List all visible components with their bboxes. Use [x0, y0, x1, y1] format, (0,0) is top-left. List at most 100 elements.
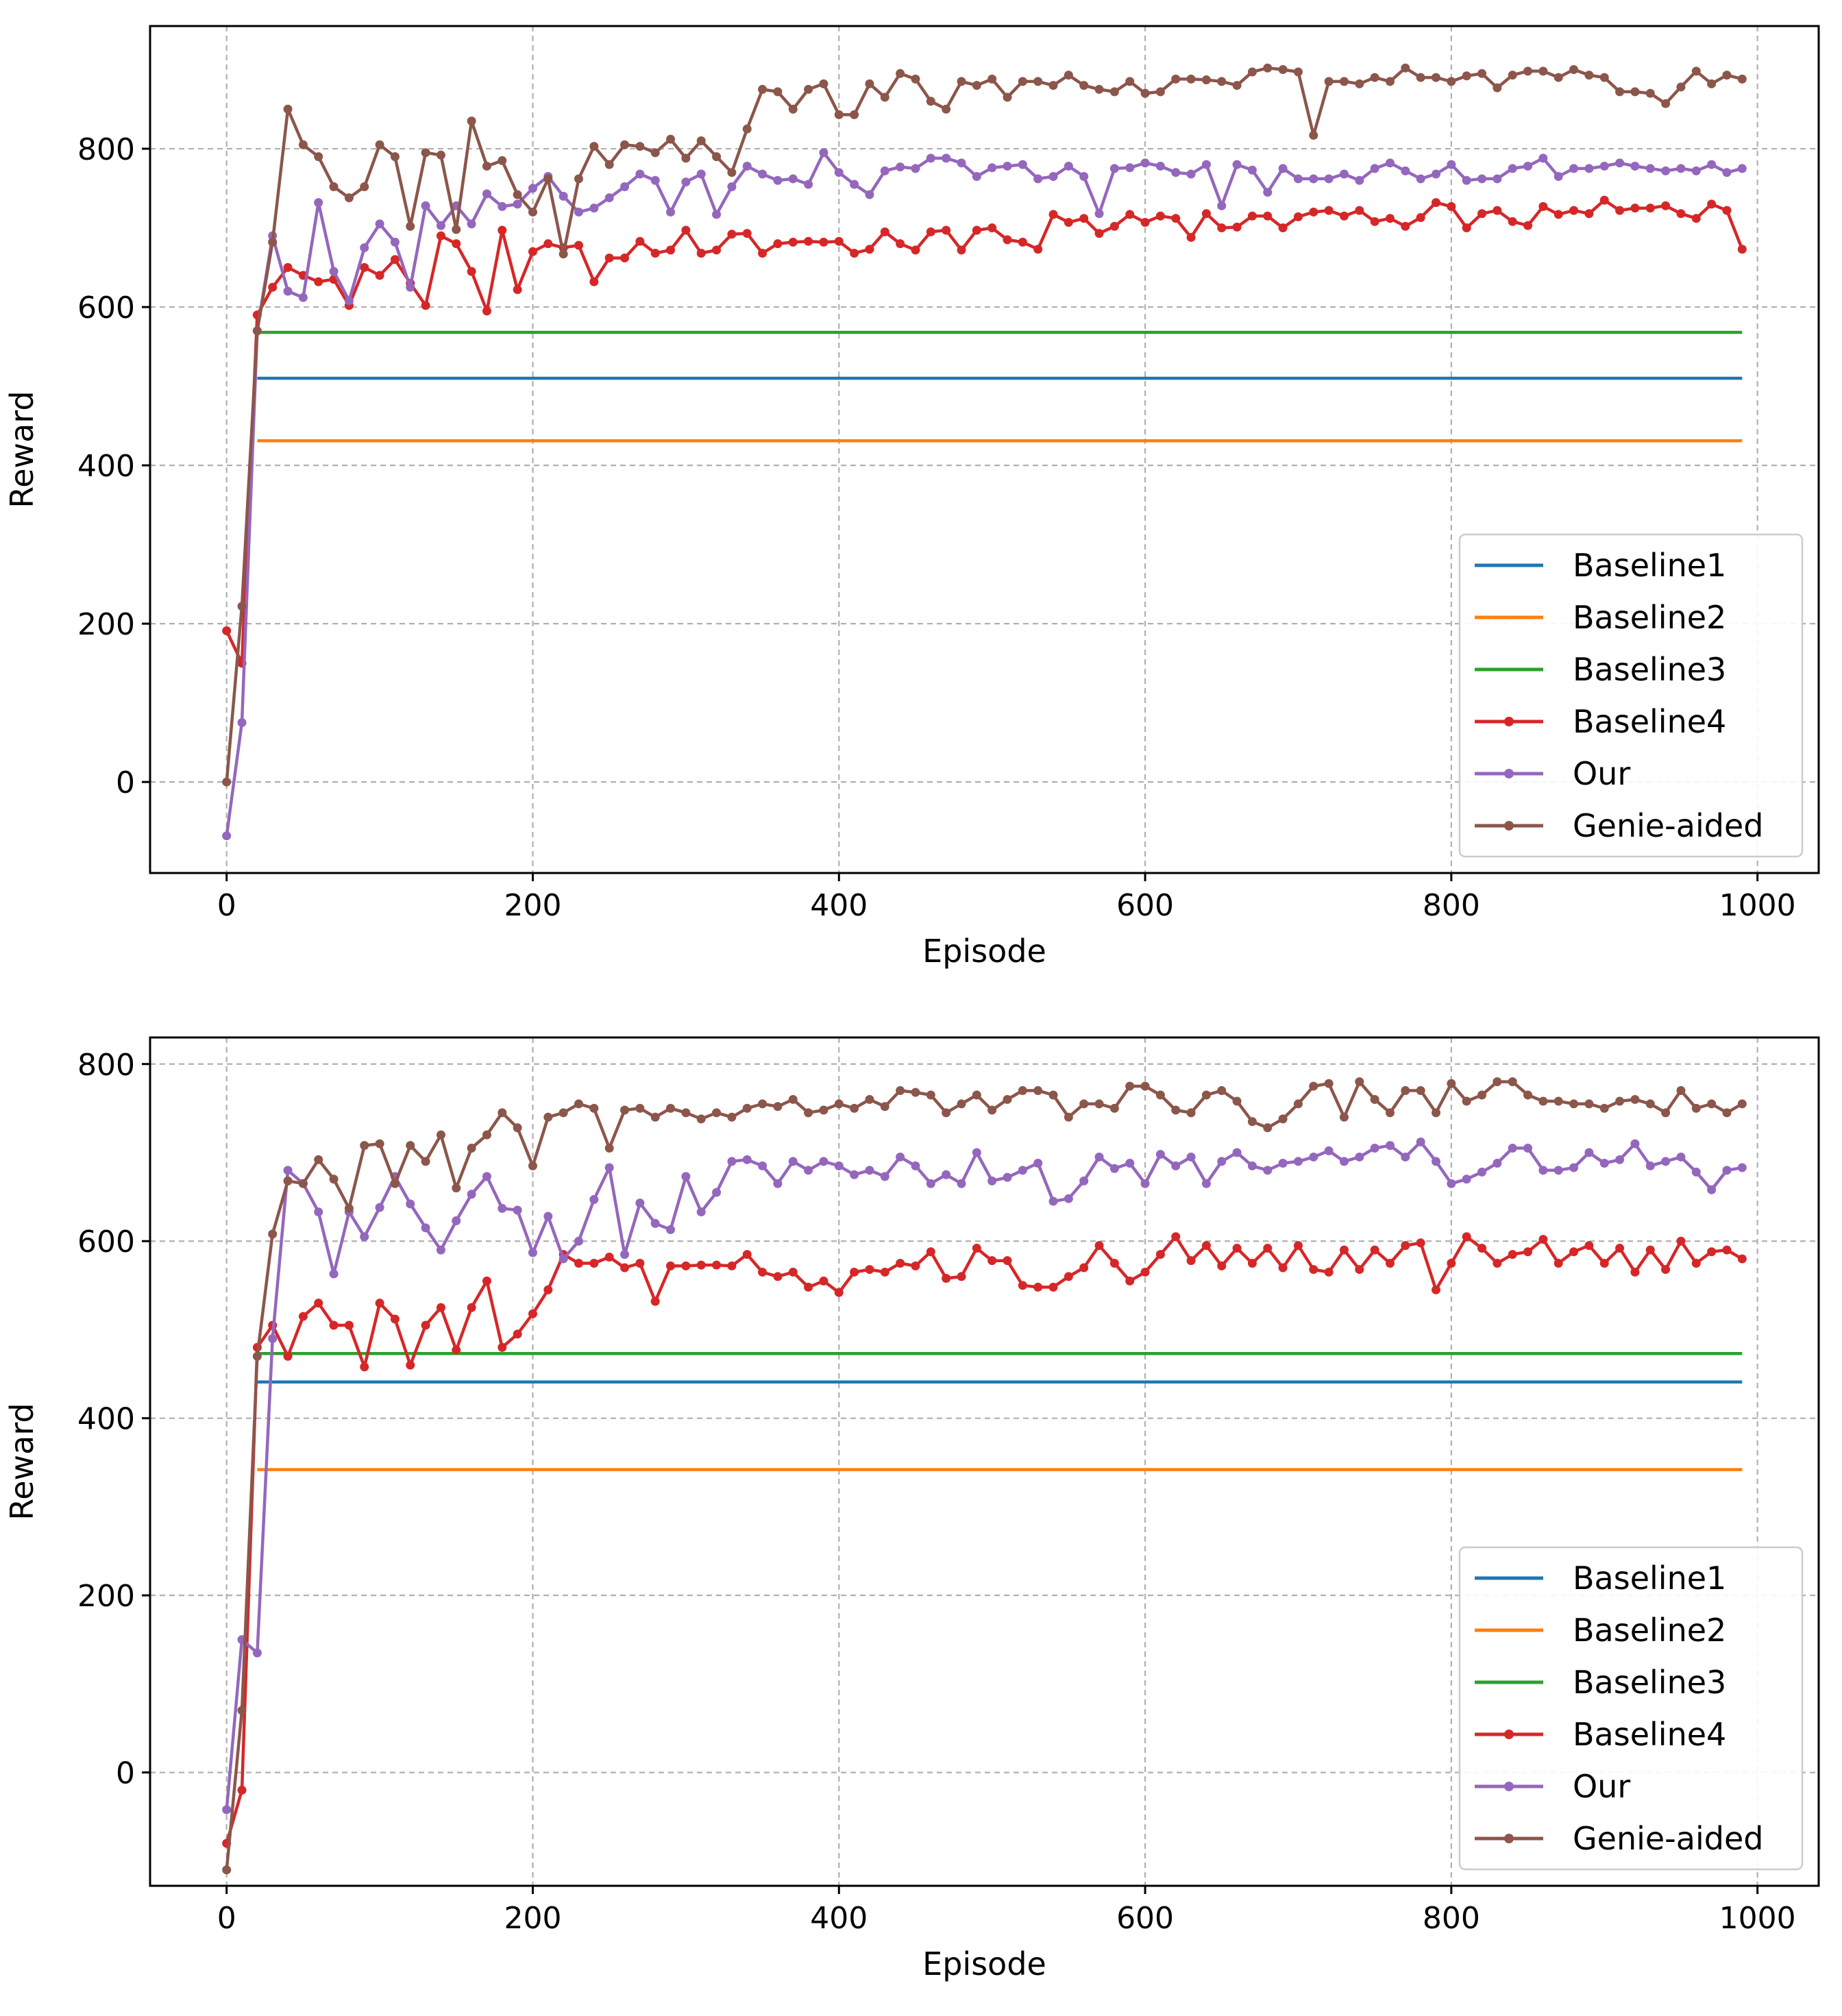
data-point-genie-aided — [1508, 71, 1517, 80]
data-point-genie-aided — [1201, 75, 1211, 85]
data-point-baseline4 — [758, 1267, 768, 1277]
data-point-baseline4 — [1462, 1232, 1471, 1242]
data-point-baseline4 — [1661, 201, 1671, 210]
data-point-our — [650, 175, 660, 185]
data-point-genie-aided — [574, 174, 584, 184]
data-point-baseline4 — [1109, 1259, 1119, 1268]
data-point-our — [467, 219, 476, 229]
data-point-our — [942, 153, 951, 163]
data-point-genie-aided — [1109, 87, 1119, 97]
y-axis-label: Reward — [3, 391, 40, 508]
data-point-our — [834, 1161, 844, 1170]
data-point-baseline4 — [1171, 1232, 1181, 1242]
x-tick-label: 1000 — [1719, 1901, 1796, 1936]
data-point-our — [421, 201, 430, 210]
data-point-genie-aided — [1385, 1108, 1395, 1118]
data-point-genie-aided — [1263, 1123, 1273, 1133]
data-point-our — [1033, 174, 1043, 184]
data-point-genie-aided — [482, 161, 491, 171]
data-point-our — [758, 1161, 768, 1170]
data-point-genie-aided — [222, 777, 232, 787]
data-point-our — [727, 1157, 737, 1166]
data-point-our — [972, 171, 981, 181]
data-point-genie-aided — [1293, 67, 1303, 77]
y-axis-label: Reward — [3, 1403, 40, 1520]
data-point-our — [1247, 165, 1257, 175]
data-point-our — [344, 296, 354, 306]
data-point-our — [604, 1163, 614, 1172]
data-point-baseline4 — [972, 225, 981, 235]
x-tick-label: 200 — [504, 888, 561, 923]
data-point-baseline4 — [1722, 206, 1732, 215]
data-point-our — [589, 1194, 599, 1204]
data-point-genie-aided — [1171, 74, 1181, 84]
data-point-baseline4 — [1140, 1267, 1150, 1277]
data-point-baseline4 — [589, 1259, 599, 1268]
data-point-baseline4 — [1339, 1245, 1349, 1255]
data-point-baseline4 — [421, 301, 430, 310]
data-point-our — [574, 207, 584, 217]
data-point-genie-aided — [1493, 83, 1502, 93]
series-group — [222, 1077, 1747, 1875]
data-point-baseline4 — [1309, 1265, 1318, 1275]
data-point-our — [1691, 1167, 1701, 1177]
data-point-baseline4 — [1125, 210, 1135, 219]
legend-item-our: Our — [1475, 755, 1630, 792]
data-point-genie-aided — [252, 326, 262, 336]
series-baseline4 — [222, 1232, 1747, 1848]
data-point-our — [1432, 169, 1441, 179]
data-point-genie-aided — [1370, 73, 1379, 82]
data-point-genie-aided — [1155, 87, 1165, 97]
data-point-baseline4 — [314, 277, 323, 286]
data-point-baseline4 — [1493, 206, 1502, 215]
data-point-baseline4 — [452, 239, 461, 249]
data-point-genie-aided — [1201, 1090, 1211, 1100]
data-point-baseline4 — [375, 1299, 384, 1308]
data-point-baseline4 — [1508, 1250, 1517, 1259]
data-point-baseline4 — [1263, 1244, 1273, 1253]
data-point-genie-aided — [1003, 93, 1012, 102]
data-point-genie-aided — [1661, 99, 1671, 108]
data-point-baseline4 — [1462, 223, 1471, 233]
data-point-genie-aided — [1523, 1090, 1533, 1100]
data-point-baseline4 — [1538, 201, 1548, 211]
data-point-genie-aided — [896, 1086, 905, 1096]
legend-label: Genie-aided — [1573, 1820, 1763, 1857]
data-point-genie-aided — [1324, 1079, 1334, 1088]
data-point-genie-aided — [1401, 1086, 1410, 1096]
data-point-baseline4 — [1630, 204, 1640, 213]
legend-item-our: Our — [1475, 1768, 1630, 1805]
data-point-our — [329, 267, 339, 276]
data-point-genie-aided — [1691, 1103, 1701, 1113]
data-point-genie-aided — [1477, 1090, 1487, 1100]
data-point-our — [1094, 209, 1104, 219]
legend-label: Our — [1573, 755, 1630, 792]
data-point-baseline4 — [1645, 204, 1655, 213]
data-point-genie-aided — [1584, 1099, 1594, 1109]
data-point-genie-aided — [1707, 1099, 1717, 1109]
data-point-our — [1554, 171, 1563, 181]
data-point-baseline4 — [1278, 223, 1288, 233]
data-point-our — [712, 210, 722, 219]
data-point-genie-aided — [421, 1157, 430, 1166]
data-point-genie-aided — [1033, 77, 1043, 86]
data-point-our — [498, 201, 507, 211]
data-point-baseline4 — [1033, 245, 1043, 254]
data-point-our — [987, 163, 997, 173]
data-point-genie-aided — [1432, 73, 1441, 82]
data-point-genie-aided — [268, 1229, 278, 1239]
data-point-genie-aided — [1462, 1096, 1471, 1106]
data-point-genie-aided — [1109, 1103, 1119, 1113]
data-point-baseline4 — [1201, 209, 1211, 219]
data-point-genie-aided — [1707, 79, 1717, 88]
data-point-our — [987, 1176, 997, 1185]
data-point-our — [1707, 1185, 1717, 1194]
data-point-genie-aided — [283, 104, 293, 114]
data-point-our — [1661, 1157, 1671, 1166]
data-point-our — [360, 243, 369, 252]
data-point-genie-aided — [558, 249, 568, 259]
data-point-baseline4 — [1523, 1247, 1533, 1257]
data-point-baseline4 — [681, 1261, 691, 1270]
data-point-our — [375, 1203, 384, 1212]
data-point-our — [620, 1250, 630, 1259]
